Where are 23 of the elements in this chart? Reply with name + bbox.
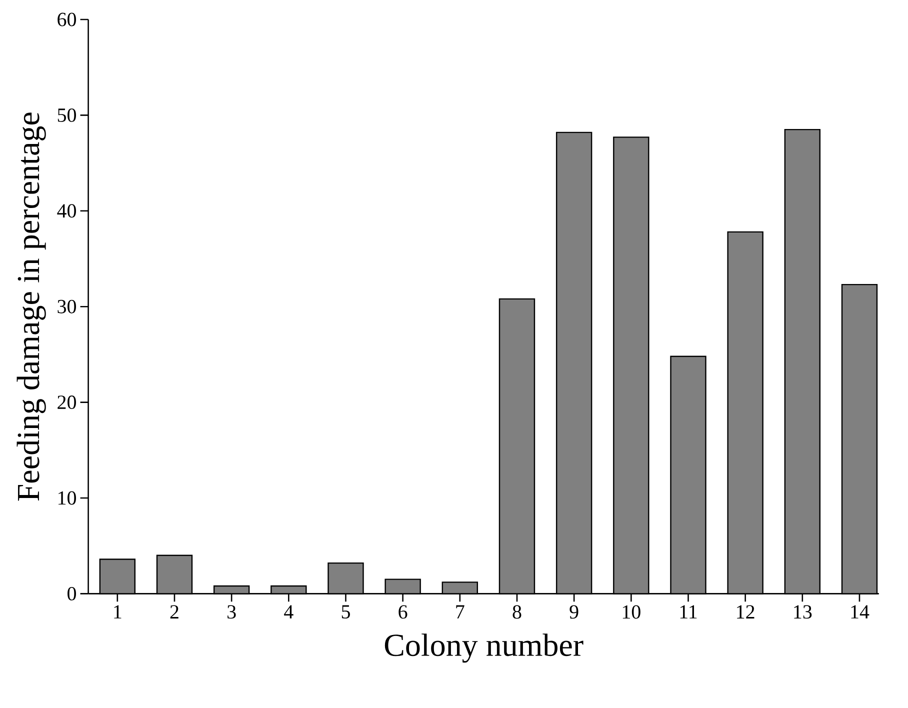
x-tick-label: 14 bbox=[851, 605, 870, 618]
y-tick-label: 50 bbox=[58, 108, 76, 122]
x-tick-label: 12 bbox=[737, 605, 754, 618]
y-tick-label: 20 bbox=[58, 396, 76, 410]
y-tick-label: 30 bbox=[58, 300, 76, 314]
x-tick-label: 6 bbox=[398, 605, 408, 619]
x-tick-label: 2 bbox=[170, 605, 178, 618]
x-tick-label: 9 bbox=[570, 605, 578, 619]
y-tick-label: 0 bbox=[68, 586, 76, 600]
x-tick-label: 7 bbox=[456, 605, 464, 618]
x-tick-label: 3 bbox=[228, 605, 236, 619]
x-tick-label: 1 bbox=[114, 605, 122, 618]
x-tick-label: 4 bbox=[284, 605, 294, 618]
x-axis-title: Colony number bbox=[384, 634, 584, 663]
y-tick-label: 40 bbox=[57, 204, 76, 218]
y-tick-label: 60 bbox=[58, 12, 76, 26]
x-tick-label: 11 bbox=[680, 605, 697, 618]
x-tick-label: 10 bbox=[622, 605, 640, 619]
y-axis-title: Feeding damage in percentage bbox=[16, 112, 46, 501]
x-tick-label: 5 bbox=[342, 605, 350, 619]
x-tick-label: 13 bbox=[794, 605, 812, 619]
y-tick-label: 10 bbox=[58, 491, 76, 505]
x-tick-label: 8 bbox=[512, 605, 522, 619]
